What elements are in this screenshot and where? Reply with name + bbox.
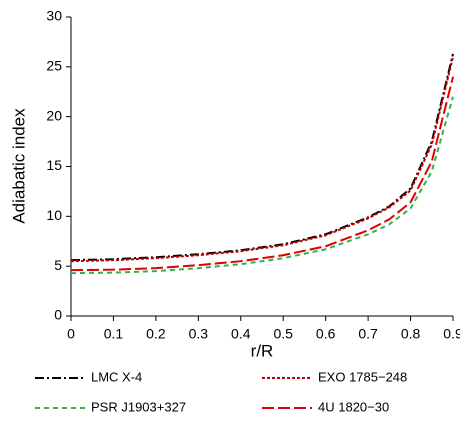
x-tick-label: 0.9 [443,326,460,342]
legend-text: PSR J1903+327 [91,399,186,414]
x-tick-label: 0.4 [231,326,251,342]
x-tick-label: 0.2 [146,326,166,342]
y-axis-title: Adiabatic index [9,108,28,224]
y-tick-label: 15 [46,157,62,173]
x-tick-label: 0.7 [358,326,378,342]
legend-text: EXO 1785−248 [318,369,407,384]
x-axis-title: r/R [251,341,274,360]
x-tick-label: 0 [67,326,75,342]
series-line [70,53,454,262]
y-tick-label: 5 [54,257,62,273]
y-tick-label: 10 [46,207,62,223]
series-line [70,56,454,263]
y-tick-label: 30 [46,8,62,24]
y-tick-label: 0 [54,307,62,323]
x-tick-label: 0.8 [401,326,421,342]
legend-text: LMC X-4 [91,369,142,384]
x-tick-label: 0.5 [273,326,293,342]
series-line [70,96,454,275]
y-tick-label: 25 [46,58,62,74]
x-tick-label: 0.1 [104,326,124,342]
x-tick-label: 0.6 [316,326,336,342]
y-tick-label: 20 [46,107,62,123]
x-tick-label: 0.3 [189,326,209,342]
series-line [70,76,454,272]
legend-text: 4U 1820−30 [318,399,389,414]
